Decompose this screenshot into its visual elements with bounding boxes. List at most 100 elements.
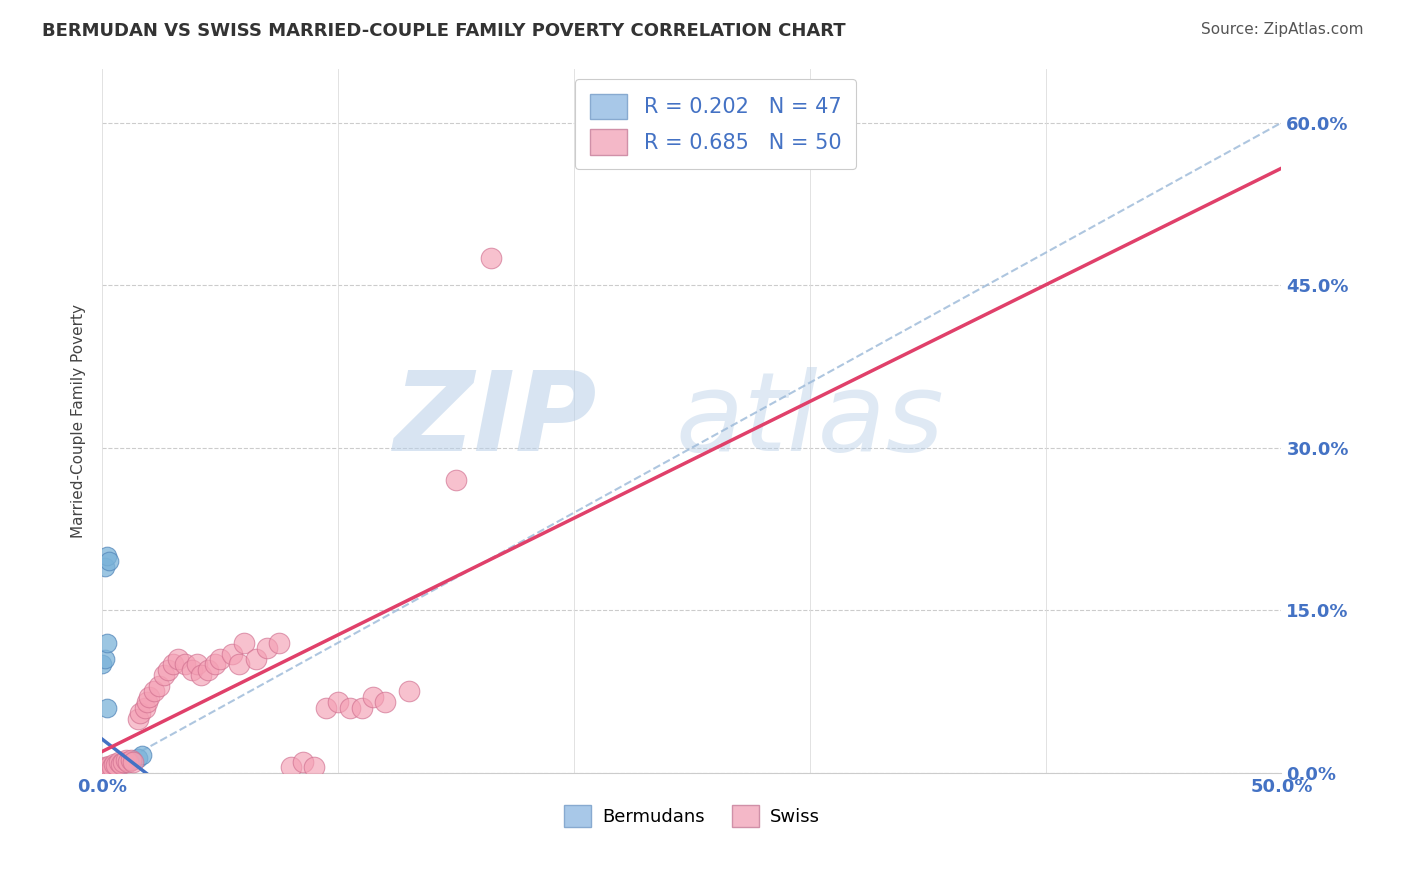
Point <box>98 761 121 775</box>
Point <box>127 712 149 726</box>
Point <box>96 764 118 779</box>
Point <box>398 684 420 698</box>
Point <box>152 668 174 682</box>
Point <box>98 554 121 568</box>
Point <box>93 764 115 779</box>
Point <box>98 760 121 774</box>
Point <box>120 754 142 768</box>
Point <box>479 251 502 265</box>
Y-axis label: Married-Couple Family Poverty: Married-Couple Family Poverty <box>72 303 86 538</box>
Point <box>114 755 136 769</box>
Point <box>148 679 170 693</box>
Point <box>157 663 180 677</box>
Point <box>100 763 122 777</box>
Point <box>93 760 115 774</box>
Point <box>98 759 121 773</box>
Point <box>100 761 122 775</box>
Point <box>131 748 153 763</box>
Point <box>100 760 122 774</box>
Point <box>122 753 145 767</box>
Point <box>190 668 212 682</box>
Point <box>96 763 118 777</box>
Point <box>232 636 254 650</box>
Point <box>96 764 118 778</box>
Point <box>136 695 159 709</box>
Point <box>112 755 135 769</box>
Point <box>110 757 132 772</box>
Point <box>363 690 385 704</box>
Point <box>291 755 314 769</box>
Point <box>96 761 118 775</box>
Point <box>105 758 128 772</box>
Point <box>93 560 115 574</box>
Point <box>110 757 132 772</box>
Point <box>105 760 128 774</box>
Point <box>138 690 160 704</box>
Point <box>122 755 145 769</box>
Point <box>96 549 118 563</box>
Point <box>96 636 118 650</box>
Text: Source: ZipAtlas.com: Source: ZipAtlas.com <box>1201 22 1364 37</box>
Point <box>162 657 184 672</box>
Point <box>339 700 361 714</box>
Point <box>105 759 128 773</box>
Point <box>103 759 125 773</box>
Point <box>91 764 114 779</box>
Point <box>269 636 291 650</box>
Point <box>96 761 118 775</box>
Point <box>374 695 396 709</box>
Point <box>91 763 114 777</box>
Point <box>304 760 326 774</box>
Point <box>107 758 129 772</box>
Point <box>186 657 208 672</box>
Point <box>91 764 114 779</box>
Point <box>221 647 243 661</box>
Point <box>245 652 267 666</box>
Point <box>166 652 188 666</box>
Point <box>91 657 114 672</box>
Point <box>103 757 125 772</box>
Point <box>256 641 278 656</box>
Point <box>120 753 142 767</box>
Point <box>93 764 115 778</box>
Point <box>197 663 219 677</box>
Point <box>112 756 135 770</box>
Point <box>204 657 226 672</box>
Point <box>129 706 152 721</box>
Point <box>98 764 121 778</box>
Point <box>180 663 202 677</box>
Point <box>93 764 115 778</box>
Point <box>100 760 122 774</box>
Point <box>93 763 115 777</box>
Point <box>93 652 115 666</box>
Point <box>173 657 195 672</box>
Point <box>91 764 114 778</box>
Point <box>96 764 118 778</box>
Point <box>103 761 125 775</box>
Point <box>93 765 115 780</box>
Point <box>93 761 115 775</box>
Point <box>96 700 118 714</box>
Point <box>107 755 129 769</box>
Point <box>96 763 118 777</box>
Point <box>209 652 232 666</box>
Point <box>127 750 149 764</box>
Point <box>280 760 302 774</box>
Point <box>134 700 156 714</box>
Point <box>91 765 114 780</box>
Point <box>350 700 373 714</box>
Point <box>114 753 136 767</box>
Legend: Bermudans, Swiss: Bermudans, Swiss <box>557 797 827 834</box>
Point <box>93 764 115 778</box>
Point <box>93 764 115 779</box>
Text: ZIP: ZIP <box>394 368 598 475</box>
Point <box>326 695 349 709</box>
Point <box>228 657 250 672</box>
Point <box>96 764 118 779</box>
Point <box>98 763 121 777</box>
Text: BERMUDAN VS SWISS MARRIED-COUPLE FAMILY POVERTY CORRELATION CHART: BERMUDAN VS SWISS MARRIED-COUPLE FAMILY … <box>42 22 846 40</box>
Point <box>444 473 467 487</box>
Point <box>315 700 337 714</box>
Point <box>117 755 139 769</box>
Point <box>91 764 114 779</box>
